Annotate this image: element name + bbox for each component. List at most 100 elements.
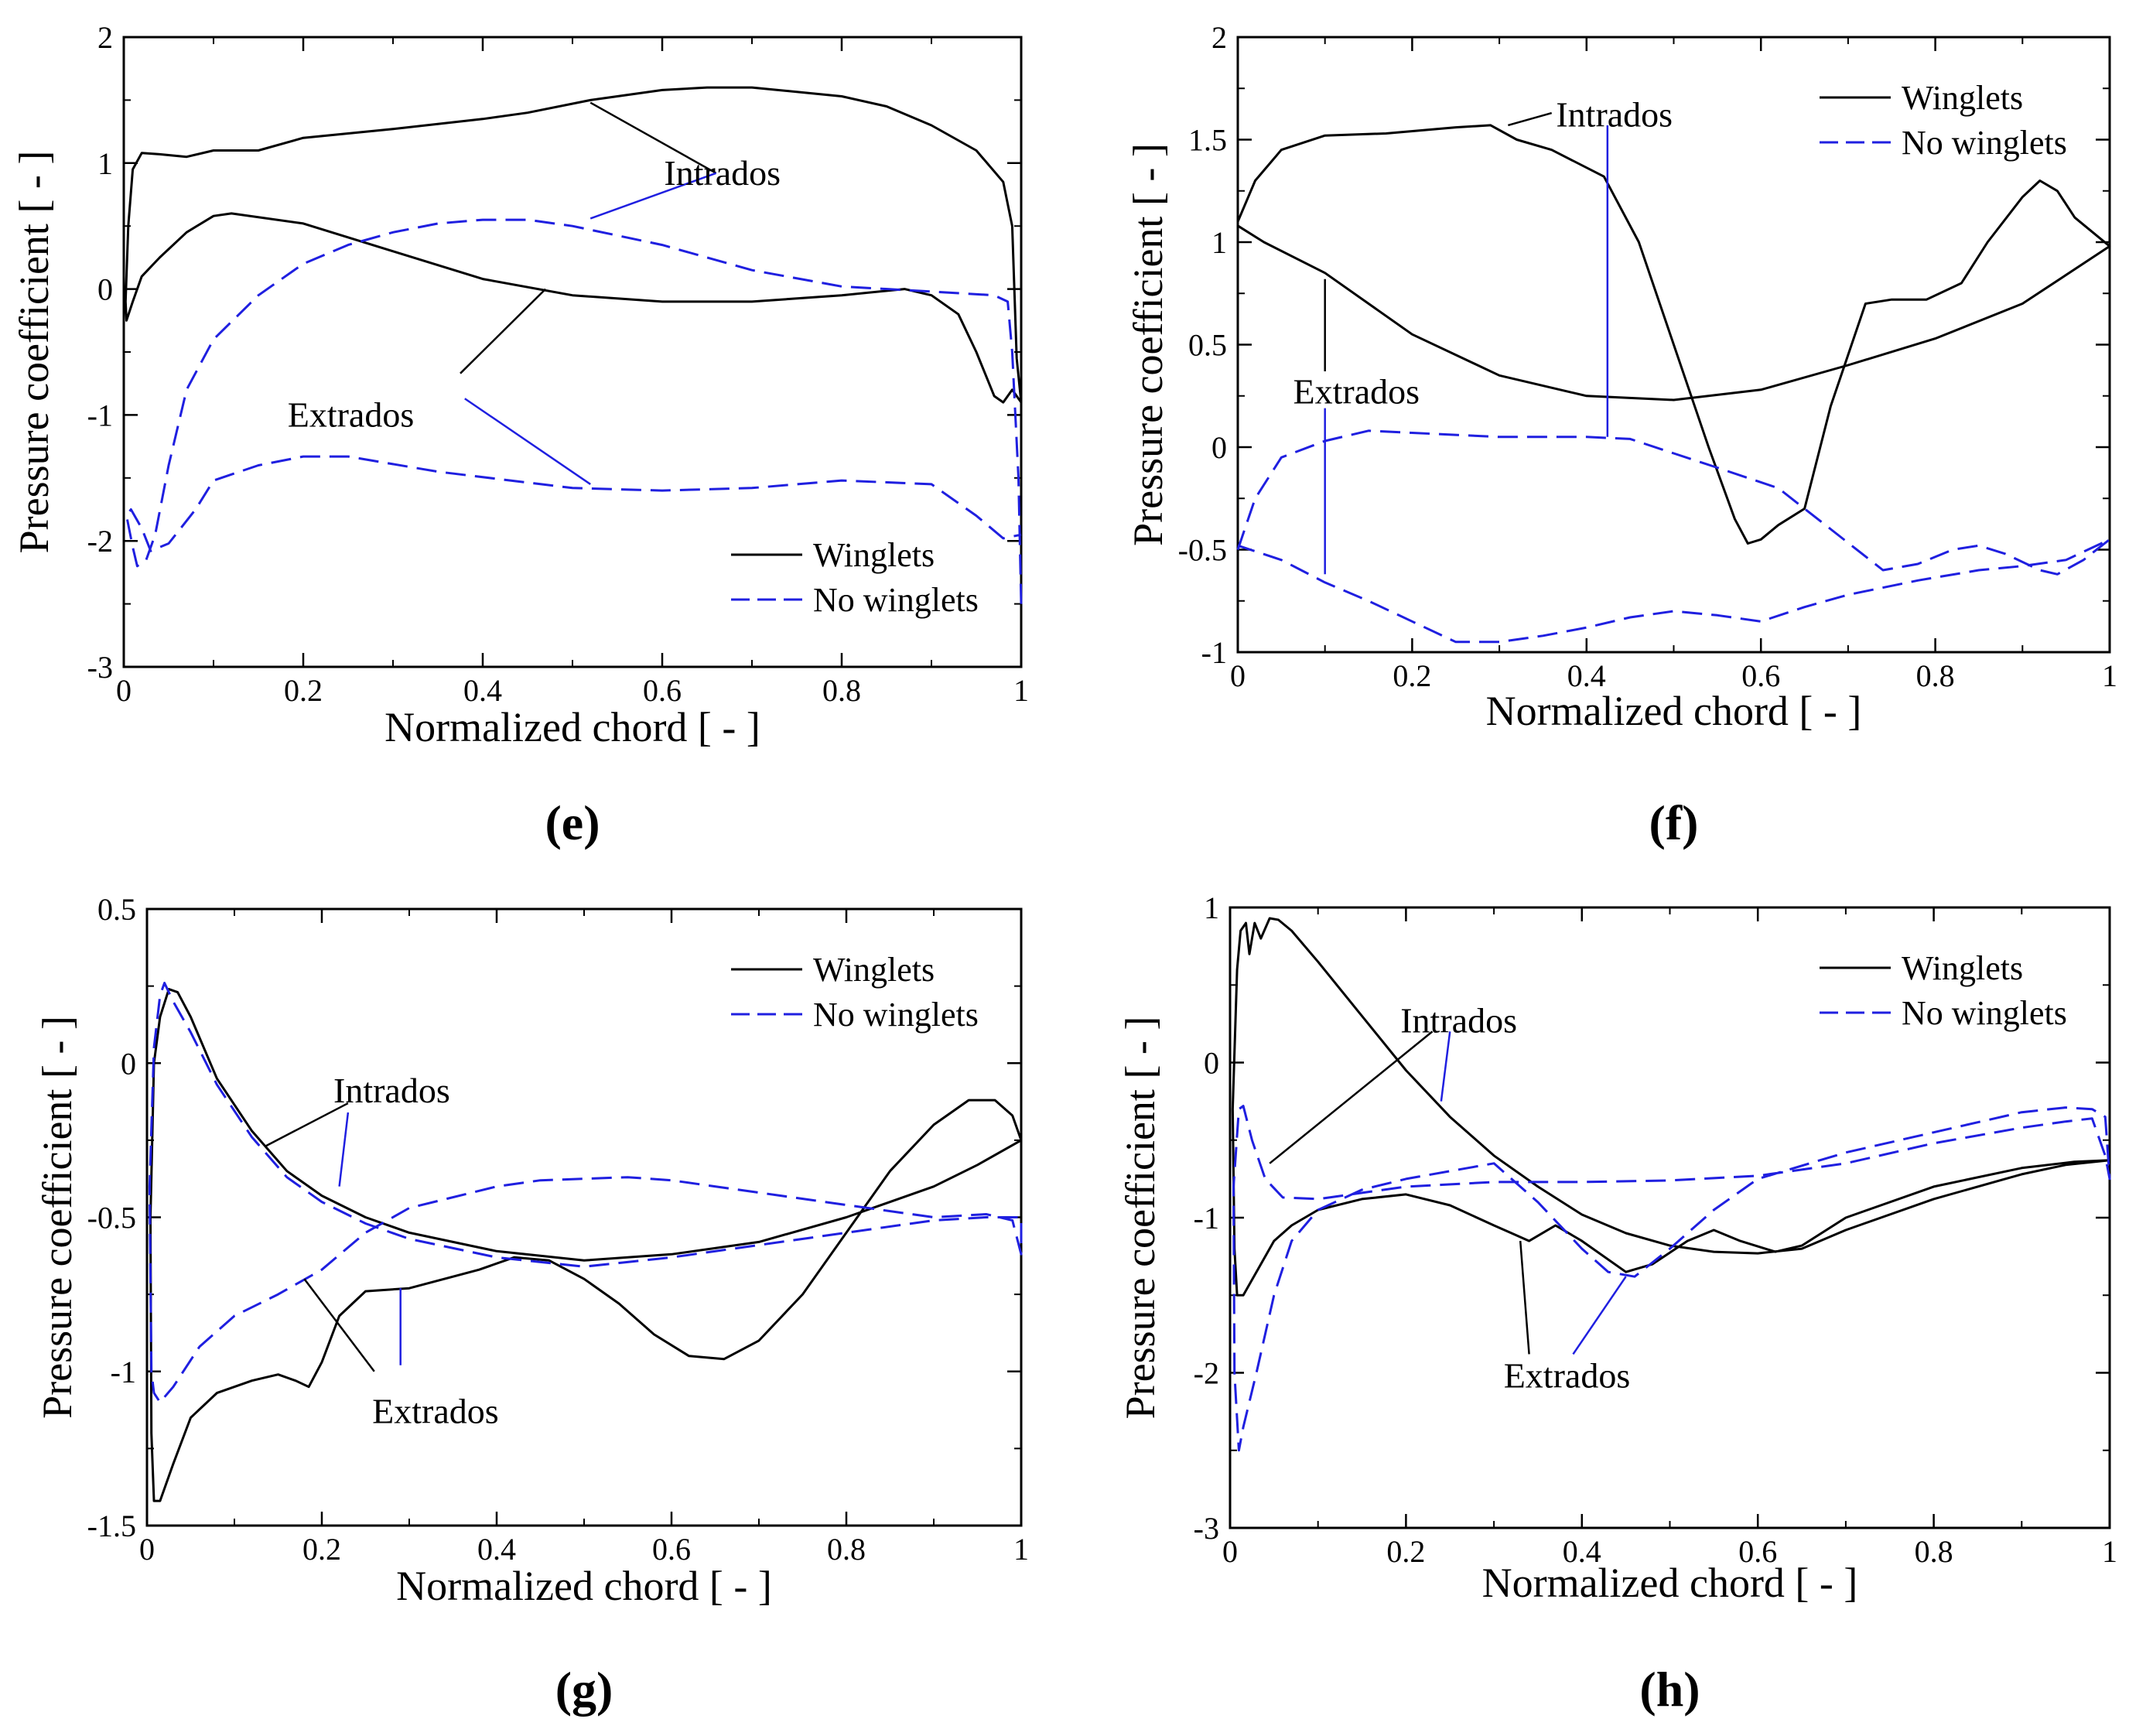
x-tick-label: 0 (116, 673, 132, 708)
y-tick-label: -2 (87, 524, 113, 559)
x-tick-label: 0.4 (1567, 658, 1606, 693)
y-tick-label: 2 (97, 20, 113, 55)
y-tick-label: -0.5 (87, 1201, 136, 1235)
y-tick-label: -1 (1201, 635, 1227, 670)
annotation-leader (1269, 1030, 1434, 1164)
x-tick-label: 0.2 (284, 673, 323, 708)
x-tick-label: 0.6 (1741, 658, 1780, 693)
x-tick-label: 1 (2102, 1534, 2117, 1569)
x-tick-label: 0 (139, 1532, 155, 1567)
y-tick-label: 0.5 (97, 892, 136, 927)
x-axis-title: Normalized chord [ - ] (384, 704, 760, 750)
panel-tag: (f) (1649, 795, 1699, 850)
series-line-no-winglets (148, 982, 1023, 1404)
x-tick-label: 0.8 (827, 1532, 866, 1567)
legend-label: Winglets (813, 951, 935, 989)
chart-panel-1: 0 0.2 0.4 0.6 0.8 1 -3 -2 -1 0 1 2 Normalized chord … (11, 20, 1029, 850)
annotation-leader (1519, 1240, 1530, 1355)
x-tick-label: 1 (2102, 658, 2117, 693)
panel-tag: (h) (1639, 1662, 1700, 1717)
annotation-leader (1508, 111, 1553, 127)
annotation-leader (589, 101, 717, 174)
panel-tag: (e) (545, 795, 600, 850)
y-tick-label: 1 (1204, 890, 1219, 925)
x-tick-label: 0.8 (1916, 658, 1955, 693)
x-tick-label: 0 (1230, 658, 1246, 693)
x-tick-label: 1 (1013, 1532, 1029, 1567)
series-line-no-winglets (125, 218, 1023, 604)
chart-panel-2: 0 0.2 0.4 0.6 0.8 1 -1 -0.5 0 0.5 1 1.5 2 Normalized … (1125, 20, 2117, 850)
legend-label: No winglets (813, 996, 979, 1034)
annotation-extrados: Extrados (1293, 371, 1420, 411)
annotation-extrados: Extrados (372, 1392, 499, 1431)
x-tick-label: 0.4 (1563, 1534, 1601, 1569)
annotation-leader (338, 1112, 350, 1187)
legend-label: Winglets (1902, 79, 2023, 117)
x-tick-label: 0.8 (1915, 1534, 1953, 1569)
series-line-winglets (124, 86, 1023, 404)
y-tick-label: -1 (87, 398, 113, 432)
annotation-intrados: Intrados (1556, 95, 1673, 135)
y-tick-label: 0.5 (1188, 328, 1227, 363)
y-tick-label: 1.5 (1188, 123, 1227, 158)
y-tick-label: -3 (87, 650, 113, 685)
y-axis-title: Pressure coefficient [ - ] (1117, 1017, 1164, 1420)
legend-label: No winglets (1902, 994, 2067, 1032)
series-line-winglets (1236, 124, 2111, 545)
y-tick-label: 1 (97, 146, 113, 181)
annotation-leader (1440, 1031, 1451, 1102)
annotation-leader (589, 172, 717, 220)
y-axis-title: Pressure coefficient [ - ] (1125, 143, 1171, 546)
x-tick-label: 0.4 (463, 673, 502, 708)
annotation-intrados: Intrados (333, 1071, 450, 1110)
series-line-no-winglets (1232, 1105, 2111, 1452)
annotation-intrados: Intrados (1400, 1000, 1517, 1040)
annotation-leader (460, 288, 547, 374)
x-axis-title: Normalized chord [ - ] (1482, 1560, 1858, 1606)
y-tick-label: 0 (97, 272, 113, 307)
x-tick-label: 0.4 (477, 1532, 516, 1567)
y-tick-label: -2 (1194, 1356, 1219, 1391)
annotation-leader (264, 1102, 349, 1147)
legend-label: Winglets (1902, 949, 2023, 987)
legend-label: No winglets (1902, 124, 2067, 162)
y-axis-title: Pressure coefficient [ - ] (34, 1016, 80, 1419)
panel-tag: (g) (555, 1662, 613, 1717)
y-tick-label: 1 (1211, 225, 1227, 260)
legend-label: Winglets (813, 536, 935, 574)
annotation-extrados: Extrados (288, 395, 415, 434)
series-line-no-winglets (1236, 429, 2111, 644)
y-tick-label: -1 (111, 1355, 136, 1389)
x-tick-label: 0.6 (643, 673, 682, 708)
y-tick-label: 0 (121, 1046, 136, 1081)
y-axis-title: Pressure coefficient [ - ] (11, 151, 57, 554)
y-tick-label: -3 (1194, 1511, 1219, 1546)
series-line-winglets (149, 988, 1023, 1502)
chart-panel-3: 0 0.2 0.4 0.6 0.8 1 -1.5 -1 -0.5 0 0.5 Normalized c… (34, 892, 1029, 1717)
x-tick-label: 1 (1013, 673, 1029, 708)
annotation-leader (464, 398, 591, 485)
x-tick-label: 0.6 (1738, 1534, 1777, 1569)
y-tick-label: 0 (1211, 430, 1227, 465)
annotation-extrados: Extrados (1504, 1356, 1631, 1396)
y-tick-label: -1 (1194, 1201, 1219, 1235)
x-tick-label: 0.8 (822, 673, 861, 708)
annotation-intrados: Intrados (664, 153, 781, 193)
y-tick-label: 0 (1204, 1046, 1219, 1081)
x-axis-title: Normalized chord [ - ] (396, 1563, 772, 1609)
x-tick-label: 0.2 (302, 1532, 341, 1567)
x-tick-label: 0.2 (1386, 1534, 1425, 1569)
x-axis-title: Normalized chord [ - ] (1486, 688, 1862, 734)
chart-panel-4: 0 0.2 0.4 0.6 0.8 1 -3 -2 -1 0 1 Normalized chord [… (1117, 890, 2117, 1717)
legend-label: No winglets (813, 581, 979, 619)
x-tick-label: 0 (1222, 1534, 1238, 1569)
annotation-leader (1572, 1276, 1627, 1355)
series-line-winglets (1231, 917, 2111, 1297)
annotation-leader (303, 1278, 375, 1372)
x-tick-label: 0.6 (652, 1532, 691, 1567)
y-tick-label: -1.5 (87, 1509, 136, 1543)
x-tick-label: 0.2 (1393, 658, 1431, 693)
y-tick-label: 2 (1211, 20, 1227, 55)
y-tick-label: -0.5 (1178, 533, 1227, 568)
